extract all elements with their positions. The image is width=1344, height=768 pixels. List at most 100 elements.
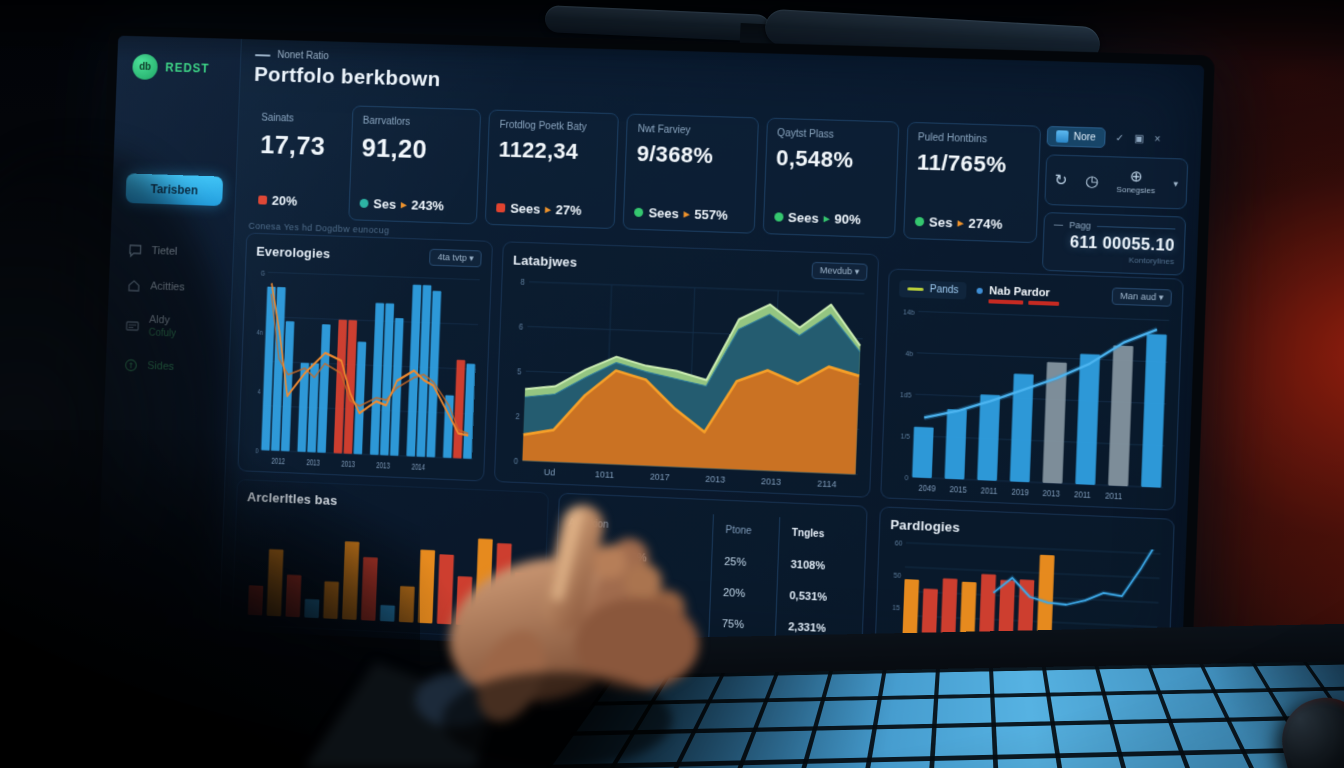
hand-shadow: [442, 672, 672, 768]
selector-label: Sonegsies: [1116, 185, 1156, 196]
hand: [305, 505, 699, 768]
kpi-delta-prefix: Sees: [648, 205, 680, 222]
globe-icon: ⊕: [1129, 167, 1144, 186]
svg-text:2: 2: [515, 412, 520, 421]
delta-arrow-icon: ▸: [823, 212, 830, 226]
svg-text:2013: 2013: [1042, 487, 1060, 499]
kpi-delta: Sees ▸ 90%: [773, 209, 862, 228]
delta-arrow-icon: ▸: [545, 203, 552, 216]
kpi-value: 17,73: [259, 129, 326, 161]
kpi-label: Frotdlog Poetk Baty: [499, 119, 587, 134]
balance-panel: — Pagg 611 00055.10 Kontorylines: [1041, 212, 1187, 276]
latabjwes-panel: Latabjwes Mevdub ▾ 8 6 5 2 0 Ud 1011 2017 2013 20…: [493, 241, 880, 498]
red-underline-marks: [988, 299, 1060, 306]
svg-text:1/5: 1/5: [900, 431, 910, 441]
delta-bullet-icon: [634, 207, 644, 218]
header-legend: Nonet Ratio: [254, 49, 329, 63]
svg-text:4b: 4b: [905, 348, 913, 358]
check-icon[interactable]: ✓: [1115, 132, 1125, 144]
kpi-value: 9/368%: [636, 140, 714, 169]
everologies-dropdown[interactable]: 4ta tvtp ▾: [429, 248, 482, 268]
page-title: Portfolo berkbown: [253, 63, 441, 92]
svg-text:4n: 4n: [257, 329, 263, 337]
svg-text:2114: 2114: [817, 478, 837, 489]
kpi-value: 91,20: [361, 132, 428, 165]
pardlogies-title: Pardlogies: [890, 516, 961, 536]
kpi-delta-value: 274%: [968, 215, 1003, 232]
pands-panel: Pands Nab Pardor Man aud ▾ 14b 4b 1d5 1/5 0 2…: [880, 268, 1184, 511]
svg-text:0: 0: [904, 473, 908, 483]
delta-arrow-icon: ▸: [400, 199, 407, 212]
kpi-card-2: Barrvatlors 91,20 Ses ▸ 243%: [348, 105, 482, 225]
latabjwes-title: Latabjwes: [512, 252, 578, 270]
legend-dash-icon: [254, 53, 271, 57]
svg-text:14b: 14b: [903, 306, 915, 316]
balance-dash-icon: —: [1053, 219, 1064, 230]
kpi-label: Nwt Farviey: [637, 123, 691, 137]
kpi-value: 1122,34: [498, 136, 579, 164]
kpi-delta-prefix: Sees: [787, 209, 820, 226]
kpi-delta: 20%: [258, 192, 298, 209]
kpi-label: Puled Hontbins: [917, 132, 988, 146]
svg-text:2013: 2013: [761, 475, 781, 486]
quick-actions-panel: ↻ ◷ ⊕ Sonegsies ▾: [1044, 154, 1189, 210]
panel-icon[interactable]: ▣: [1134, 133, 1145, 145]
delta-bullet-icon: [914, 216, 925, 227]
divider: [1096, 225, 1176, 230]
close-icon[interactable]: ×: [1154, 133, 1161, 146]
nore-button[interactable]: Nore: [1046, 125, 1106, 148]
kpi-delta: Sees ▸ 27%: [496, 200, 582, 218]
svg-text:8: 8: [520, 278, 525, 287]
kpi-delta-value: 557%: [694, 206, 729, 223]
svg-text:2011: 2011: [1074, 488, 1092, 500]
kpi-card-1: Sainats 17,73 20%: [247, 102, 345, 219]
kpi-value: 0,548%: [775, 145, 854, 173]
kpi-card-3: Frotdlog Poetk Baty 1122,34 Sees ▸ 27%: [484, 109, 620, 230]
dot-icon: [976, 287, 984, 295]
header-legend-label: Nonet Ratio: [277, 49, 329, 63]
kpi-delta: Ses ▸ 243%: [359, 196, 445, 214]
svg-text:2015: 2015: [949, 483, 967, 495]
svg-text:2049: 2049: [918, 482, 936, 494]
everologies-title: Everologies: [256, 243, 331, 262]
kpi-delta-prefix: Ses: [928, 214, 953, 231]
refresh-icon[interactable]: ↻: [1054, 171, 1068, 190]
grid-icon: [1055, 130, 1069, 143]
kpi-value: 11/765%: [916, 149, 1007, 178]
pands-chart: 14b 4b 1d5 1/5 0 2049 2015 2011 2019 2013 2011 2011: [890, 304, 1174, 505]
svg-text:2011: 2011: [1105, 489, 1123, 501]
kpi-label: Qaytst Plass: [776, 128, 834, 141]
table-cell-col3: 0,531%: [775, 579, 856, 615]
kpi-delta-value: 243%: [410, 197, 445, 214]
legend-pands-label: Pands: [929, 283, 959, 296]
chevron-down-icon[interactable]: ▾: [1173, 178, 1179, 189]
latabjwes-dropdown[interactable]: Mevdub ▾: [811, 261, 868, 281]
brand-name: REDST: [165, 60, 210, 76]
kpi-delta-value: 90%: [834, 211, 862, 228]
table-cell-col3: 3108%: [776, 548, 857, 583]
table-header-tngles: Tngles: [778, 517, 859, 552]
clock-icon[interactable]: ◷: [1084, 172, 1100, 191]
pands-dropdown[interactable]: Man aud ▾: [1111, 286, 1173, 307]
logo: db REDST: [117, 36, 241, 83]
delta-bullet-icon: [359, 198, 369, 208]
svg-text:1d5: 1d5: [900, 389, 912, 399]
delta-arrow-icon: ▸: [957, 217, 964, 230]
kpi-delta-value: 20%: [271, 192, 298, 209]
kpi-label: Sainats: [261, 112, 294, 125]
kpi-delta-prefix: Ses: [373, 196, 397, 212]
selector[interactable]: ⊕ Sonegsies: [1116, 168, 1156, 196]
kpi-card-6: Puled Hontbins 11/765% Ses ▸ 274%: [902, 121, 1042, 244]
delta-bullet-icon: [496, 203, 506, 213]
svg-text:50: 50: [893, 572, 901, 580]
legend-chip-pands[interactable]: Pands: [898, 279, 968, 300]
legend-chip-nab-pardor[interactable]: Nab Pardor: [975, 282, 1060, 306]
kpi-delta-prefix: Sees: [510, 200, 541, 217]
kpi-label: Barrvatlors: [362, 115, 411, 128]
kpi-row: Sainats 17,73 20% Barrvatlors 91,20 Ses ▸ 243% F…: [247, 102, 1042, 244]
legend-nab-pardor-label: Nab Pardor: [988, 285, 1060, 306]
svg-text:2019: 2019: [1011, 486, 1029, 498]
balance-label: Pagg: [1069, 219, 1092, 231]
kpi-delta-value: 27%: [555, 202, 582, 218]
